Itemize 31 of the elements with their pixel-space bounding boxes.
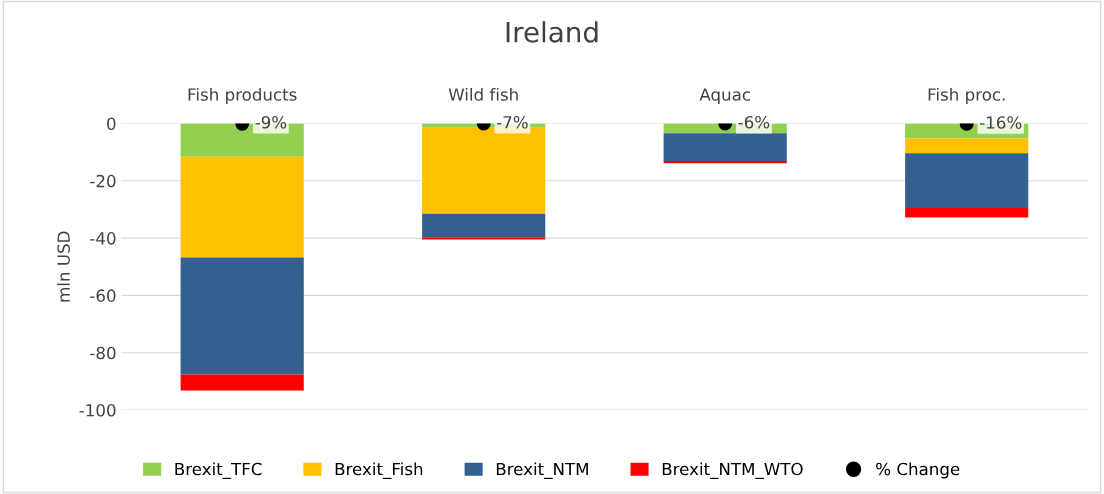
bar <box>422 127 546 214</box>
x-tick-label: Aquac <box>699 88 750 105</box>
y-tick-label: -40 <box>90 232 116 245</box>
x-tick-label: Wild fish <box>448 87 518 101</box>
bar <box>905 138 1029 154</box>
legend-label: Brexit_TFC <box>175 462 262 479</box>
bar <box>663 133 787 162</box>
bar <box>180 374 304 391</box>
legend-label: % Change <box>876 462 960 479</box>
y-tick-label: -20 <box>90 174 116 188</box>
y-tick-label: -60 <box>90 289 116 302</box>
bar <box>422 213 546 238</box>
y-tick-label: -80 <box>90 346 116 360</box>
y-axis-title: mln USD <box>57 231 70 302</box>
legend-label: Brexit_NTM_WTO <box>662 462 803 479</box>
x-tick-label: Fish proc. <box>928 87 1005 105</box>
data-label: -7% <box>497 115 528 129</box>
bar <box>180 257 304 375</box>
legend-label: Brexit_NTM <box>496 462 588 479</box>
bar <box>905 153 1029 209</box>
y-tick-label: 0 <box>107 117 116 131</box>
data-label: -16% <box>980 116 1022 129</box>
bar <box>422 237 546 240</box>
data-label: -9% <box>255 115 287 129</box>
bar <box>180 156 304 258</box>
y-tick-label: -100 <box>79 403 116 417</box>
bar <box>905 208 1029 218</box>
data-label: -6% <box>738 115 770 129</box>
chart-title: Ireland <box>506 21 598 43</box>
x-tick-label: Fish products <box>188 87 297 105</box>
legend-label: Brexit_Fish <box>335 462 423 479</box>
